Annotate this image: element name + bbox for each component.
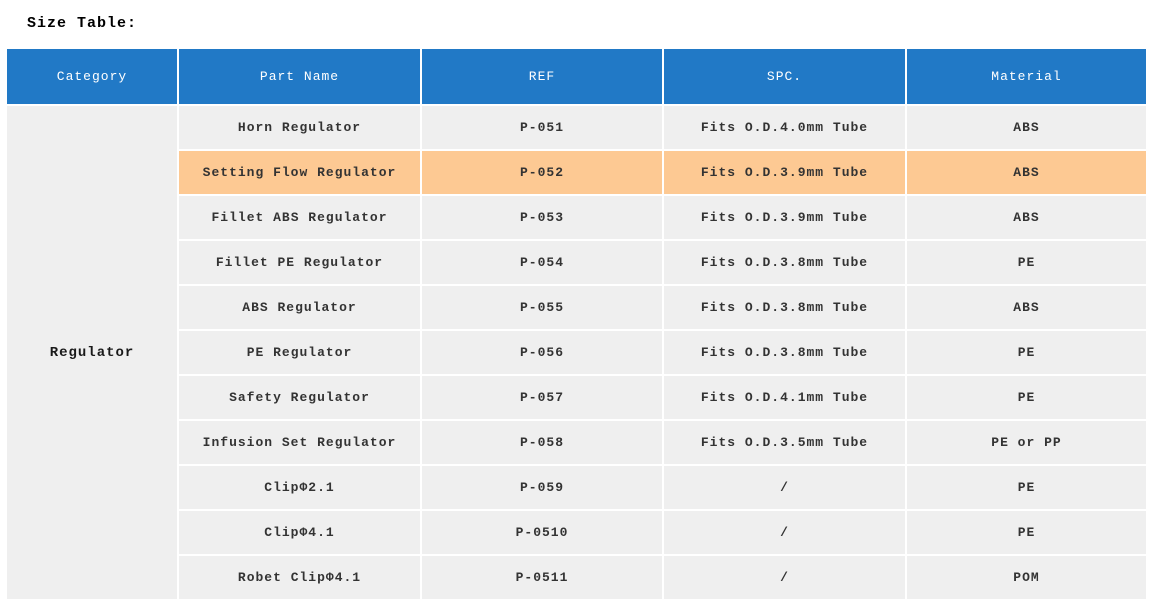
cell-material: ABS (905, 284, 1148, 331)
cell-material: PE (905, 509, 1148, 556)
cell-ref: P-053 (420, 194, 664, 241)
cell-ref: P-0511 (420, 554, 664, 601)
cell-spc: Fits O.D.4.0mm Tube (662, 104, 907, 151)
header-spc: SPC. (662, 47, 907, 106)
cell-spc: Fits O.D.3.8mm Tube (662, 284, 907, 331)
category-cell: Regulator (5, 104, 179, 601)
cell-ref: P-058 (420, 419, 664, 466)
cell-material: PE or PP (905, 419, 1148, 466)
table-row: Fillet ABS Regulator P-053 Fits O.D.3.9mm … (6, 194, 1148, 241)
cell-spc: / (662, 554, 907, 601)
cell-ref: P-051 (420, 104, 664, 151)
cell-ref: P-057 (420, 374, 664, 421)
cell-part-name: Infusion Set Regulator (177, 419, 422, 466)
table-row: ClipΦ4.1 P-0510/PE (6, 509, 1148, 556)
page-title: Size Table: (27, 15, 138, 32)
cell-ref: P-0510 (420, 509, 664, 556)
table-row: ABS Regulator P-055 Fits O.D.3.8mm Tube ABS (6, 284, 1148, 331)
cell-spc: Fits O.D.3.8mm Tube (662, 329, 907, 376)
cell-spc: / (662, 509, 907, 556)
table-row: Setting Flow Regulator P-052 Fits O.D.3.9m… (6, 149, 1148, 196)
cell-part-name: Fillet PE Regulator (177, 239, 422, 286)
cell-ref: P-055 (420, 284, 664, 331)
cell-ref: P-052 (420, 149, 664, 196)
cell-spc: Fits O.D.3.9mm Tube (662, 149, 907, 196)
cell-material: PE (905, 239, 1148, 286)
table-body: Regulator Horn Regulator P-051 Fits O.D.4.0… (5, 104, 1148, 601)
cell-material: ABS (905, 149, 1148, 196)
header-category: Category (5, 47, 179, 106)
cell-part-name: Fillet ABS Regulator (177, 194, 422, 241)
cell-part-name: Robet ClipΦ4.1 (177, 554, 422, 601)
cell-material: PE (905, 464, 1148, 511)
cell-material: ABS (905, 104, 1148, 151)
cell-part-name: PE Regulator (177, 329, 422, 376)
header-part-name: Part Name (177, 47, 422, 106)
table-row: PE Regulator P-056 Fits O.D.3.8mm Tube PE (6, 329, 1148, 376)
cell-ref: P-054 (420, 239, 664, 286)
cell-spc: Fits O.D.3.8mm Tube (662, 239, 907, 286)
cell-part-name: Horn Regulator (177, 104, 422, 151)
header-ref: REF (420, 47, 664, 106)
cell-ref: P-056 (420, 329, 664, 376)
cell-spc: Fits O.D.3.9mm Tube (662, 194, 907, 241)
header-material: Material (905, 47, 1148, 106)
size-table: Category Part Name REF SPC. Material Reg… (5, 47, 1148, 601)
cell-part-name: Safety Regulator (177, 374, 422, 421)
cell-material: ABS (905, 194, 1148, 241)
table-row: Regulator Horn Regulator P-051 Fits O.D.4.0… (5, 104, 1148, 601)
cell-material: POM (905, 554, 1148, 601)
table-row: Fillet PE Regulator P-054 Fits O.D.3.8mm T… (6, 239, 1148, 286)
cell-part-name: ClipΦ4.1 (177, 509, 422, 556)
cell-spc: Fits O.D.3.5mm Tube (662, 419, 907, 466)
table-row: ClipΦ2.1 P-059/PE (6, 464, 1148, 511)
table-header-row: Category Part Name REF SPC. Material (5, 47, 1148, 106)
cell-part-name: ABS Regulator (177, 284, 422, 331)
cell-material: PE (905, 329, 1148, 376)
table-row: Safety Regulator P-057 Fits O.D.4.1mm Tube… (6, 374, 1148, 421)
cell-part-name: Setting Flow Regulator (177, 149, 422, 196)
table-row: Infusion Set Regulator P-058 Fits O.D.3.5m… (6, 419, 1148, 466)
cell-part-name: ClipΦ2.1 (177, 464, 422, 511)
table-row: Robet ClipΦ4.1 P-0511/POM (6, 554, 1148, 601)
cell-spc: Fits O.D.4.1mm Tube (662, 374, 907, 421)
cell-ref: P-059 (420, 464, 664, 511)
cell-material: PE (905, 374, 1148, 421)
cell-spc: / (662, 464, 907, 511)
